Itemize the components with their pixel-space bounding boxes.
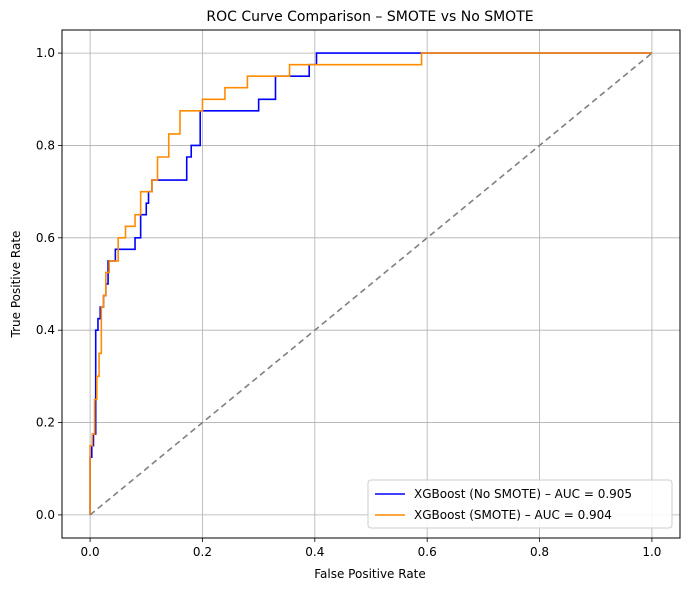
legend: XGBoost (No SMOTE) – AUC = 0.905 XGBoost… [367,479,673,529]
roc-line-smote [89,52,652,515]
y-tick-label: 0.6 [36,231,55,245]
x-tick-label: 0.2 [193,545,212,559]
x-tick-label: 0.6 [418,545,437,559]
y-tick-label: 0.8 [36,138,55,152]
y-tick-label: 1.0 [36,46,55,60]
x-tick-label: 0.0 [81,545,100,559]
y-tick-label: 0.4 [36,323,55,337]
y-tick-label: 0.2 [36,416,55,430]
x-tick-label: 0.8 [530,545,549,559]
x-axis-label: False Positive Rate [314,567,426,581]
grid [62,30,680,538]
chart-title: ROC Curve Comparison – SMOTE vs No SMOTE [206,9,533,25]
series-lines [89,52,652,515]
x-tick-label: 0.4 [305,545,324,559]
x-axis-ticks: 0.0 0.2 0.4 0.6 0.8 1.0 [81,538,661,559]
legend-label-smote: XGBoost (SMOTE) – AUC = 0.904 [414,508,612,522]
y-axis-ticks: 0.0 0.2 0.4 0.6 0.8 1.0 [36,46,62,522]
plot-frame [61,29,681,539]
legend-label-no-smote: XGBoost (No SMOTE) – AUC = 0.905 [414,487,632,501]
y-axis-label: True Positive Rate [9,231,23,339]
x-tick-label: 1.0 [642,545,661,559]
random-guess-line [89,52,653,516]
reference-diagonal [89,52,653,516]
legend-box [367,479,673,529]
y-tick-label: 0.0 [36,508,55,522]
